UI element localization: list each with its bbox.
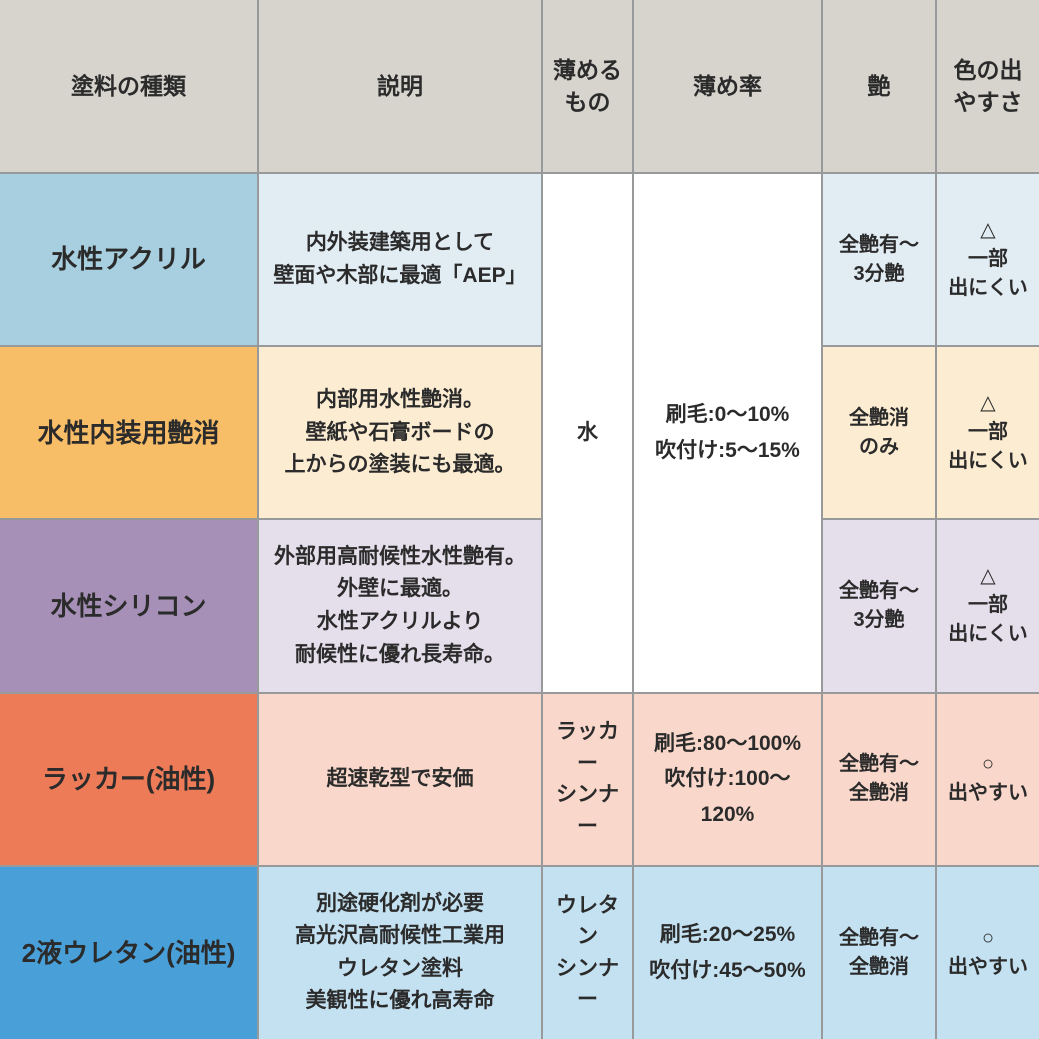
header-thinner: 薄める もの: [541, 0, 634, 174]
cell-paint-type: 水性アクリル: [0, 171, 259, 348]
cell-thinner: ウレタン シンナー: [541, 864, 634, 1039]
header-description: 説明: [257, 0, 543, 174]
row-water-interior-matte: 水性内装用艶消 内部用水性艶消。 壁紙や石膏ボードの 上からの塗装にも最適。 全…: [0, 345, 1039, 521]
cell-paint-type: ラッカー(油性): [0, 691, 259, 867]
cell-gloss: 全艶有〜 全艶消: [821, 691, 937, 867]
row-lacquer-oil: ラッカー(油性) 超速乾型で安価 ラッカー シンナー 刷毛:80〜100% 吹付…: [0, 691, 1039, 867]
cell-color-ease: △ 一部 出にくい: [935, 518, 1039, 694]
row-water-silicone: 水性シリコン 外部用高耐候性水性艶有。 外壁に最適。 水性アクリルより 耐候性に…: [0, 518, 1039, 694]
cell-color-ease: △ 一部 出にくい: [935, 345, 1039, 521]
cell-description: 内外装建築用として 壁面や木部に最適「AEP」: [257, 171, 543, 348]
cell-color-ease: △ 一部 出にくい: [935, 171, 1039, 348]
cell-thinner: ラッカー シンナー: [541, 691, 634, 867]
cell-description: 超速乾型で安価: [257, 691, 543, 867]
cell-thinner-merged-water: 水: [541, 172, 634, 694]
cell-color-ease: ○ 出やすい: [935, 864, 1039, 1039]
row-water-acrylic: 水性アクリル 内外装建築用として 壁面や木部に最適「AEP」 水 刷毛:0〜10…: [0, 171, 1039, 694]
cell-gloss: 全艶消 のみ: [821, 345, 937, 521]
cell-description: 別途硬化剤が必要 高光沢高耐候性工業用 ウレタン塗料 美観性に優れ高寿命: [257, 864, 543, 1039]
cell-color-ease: ○ 出やすい: [935, 691, 1039, 867]
cell-paint-type: 水性シリコン: [0, 518, 259, 694]
cell-description: 内部用水性艶消。 壁紙や石膏ボードの 上からの塗装にも最適。: [257, 345, 543, 521]
cell-paint-type: 2液ウレタン(油性): [0, 864, 259, 1039]
header-gloss: 艶: [821, 0, 937, 174]
cell-gloss: 全艶有〜 3分艶: [821, 518, 937, 694]
cell-gloss: 全艶有〜 全艶消: [821, 864, 937, 1039]
header-row: 塗料の種類 説明 薄める もの 薄め率 艶 色の出 やすさ: [0, 0, 1039, 174]
row-two-part-urethane-oil: 2液ウレタン(油性) 別途硬化剤が必要 高光沢高耐候性工業用 ウレタン塗料 美観…: [0, 864, 1039, 1039]
cell-dilution-merged-water: 刷毛:0〜10% 吹付け:5〜15%: [632, 172, 823, 694]
cell-paint-type: 水性内装用艶消: [0, 345, 259, 521]
cell-description: 外部用高耐候性水性艶有。 外壁に最適。 水性アクリルより 耐候性に優れ長寿命。: [257, 518, 543, 694]
cell-dilution: 刷毛:80〜100% 吹付け:100〜120%: [632, 691, 823, 867]
header-color-ease: 色の出 やすさ: [935, 0, 1039, 174]
header-dilution-rate: 薄め率: [632, 0, 823, 174]
cell-gloss: 全艶有〜 3分艶: [821, 171, 937, 348]
cell-dilution: 刷毛:20〜25% 吹付け:45〜50%: [632, 864, 823, 1039]
header-paint-type: 塗料の種類: [0, 0, 259, 174]
